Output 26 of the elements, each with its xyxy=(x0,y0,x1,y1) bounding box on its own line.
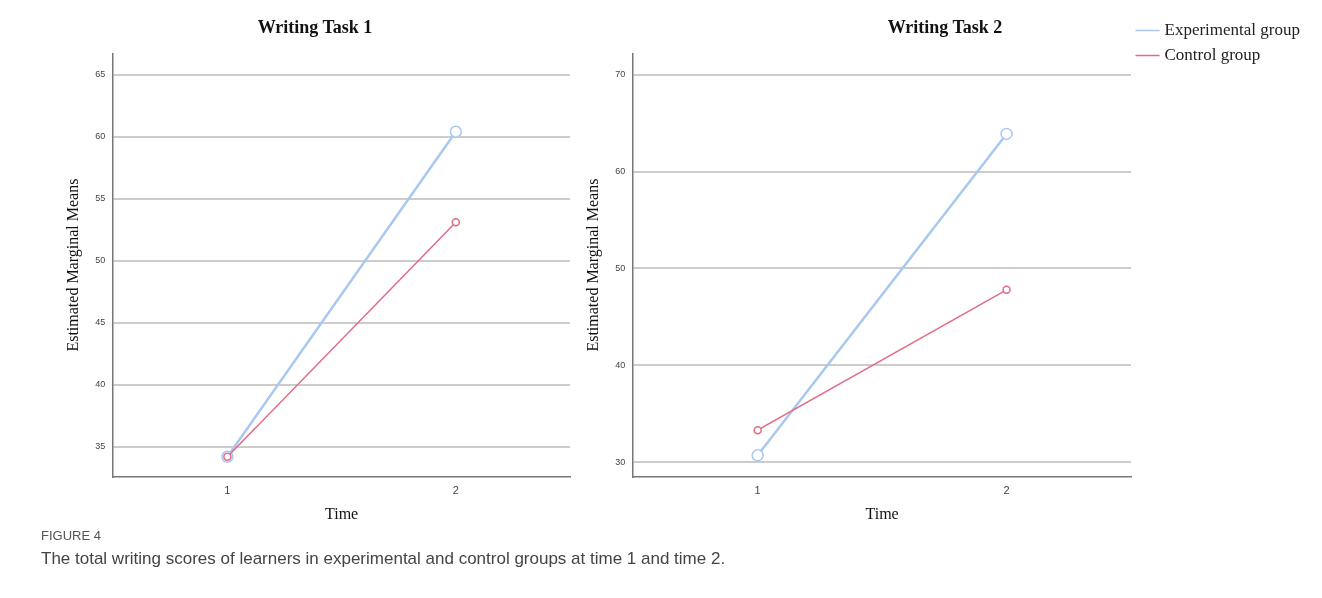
y-tick-label: 55 xyxy=(95,193,106,204)
x-tick-label: 1 xyxy=(224,484,231,497)
y-tick-label: 30 xyxy=(615,456,626,467)
x-tick-label: 2 xyxy=(452,484,459,497)
y-tick-label: 70 xyxy=(615,69,626,80)
y-tick-label: 40 xyxy=(615,359,626,370)
x-axis-title: Time xyxy=(325,504,359,522)
caption: FIGURE 4 xyxy=(41,528,102,543)
chart-title: Writing Task 2 xyxy=(887,17,1003,38)
y-tick-label: 40 xyxy=(95,379,106,390)
y-tick-label: 50 xyxy=(615,262,626,273)
x-tick-label: 1 xyxy=(754,484,761,497)
chart-title: Writing Task 1 xyxy=(257,17,373,38)
legend-label: Control group xyxy=(1164,44,1261,64)
x-axis-title: Time xyxy=(865,504,899,522)
legend-label: Experimental group xyxy=(1164,19,1301,39)
y-tick-label: 45 xyxy=(95,317,106,328)
y-axis-title: Estimated Marginal Means xyxy=(63,178,82,352)
y-tick-label: 60 xyxy=(615,166,626,177)
y-tick-label: 65 xyxy=(95,69,106,80)
y-axis-title: Estimated Marginal Means xyxy=(583,178,602,352)
x-tick-label: 2 xyxy=(1003,484,1010,497)
y-tick-label: 60 xyxy=(95,131,106,142)
y-tick-label: 35 xyxy=(95,441,106,452)
text: The total writing scores of learners in experimental and control groups at time 1 and time 2. xyxy=(41,549,727,569)
y-tick-label: 50 xyxy=(95,255,106,266)
